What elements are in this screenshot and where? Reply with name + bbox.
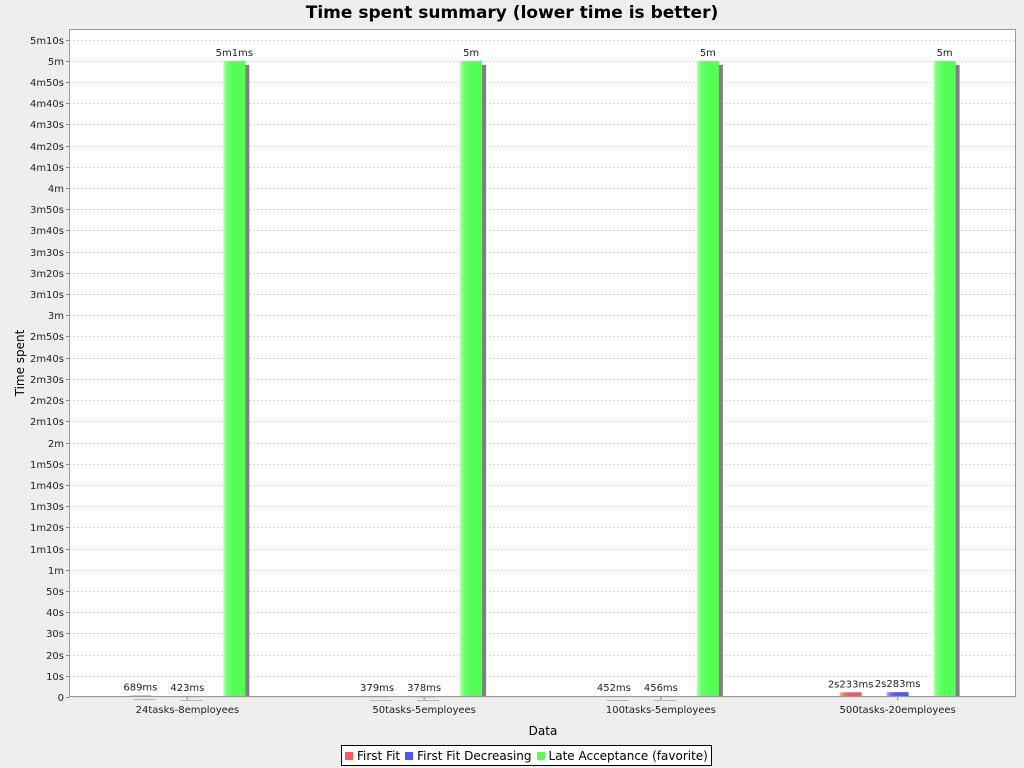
y-tick-label: 3m40s <box>30 226 64 237</box>
bar <box>839 692 862 697</box>
y-tick-label: 4m10s <box>30 163 64 174</box>
y-tick-label: 1m20s <box>30 523 64 534</box>
bar-shadow <box>417 700 440 701</box>
y-tick-label: 3m50s <box>30 205 64 216</box>
y-tick-label: 5m <box>48 57 64 68</box>
y-tick-label: 4m <box>48 184 64 195</box>
y-tick-label: 1m <box>48 566 64 577</box>
y-tick-label: 2m30s <box>30 375 64 386</box>
legend-swatch <box>536 751 545 760</box>
legend-swatch <box>405 751 414 760</box>
y-tick-label: 2m10s <box>30 417 64 428</box>
x-tick-label: 50tasks-5employees <box>372 705 476 716</box>
legend-item: First Fit <box>345 749 400 763</box>
bar <box>886 692 909 697</box>
y-tick-label: 3m30s <box>30 248 64 259</box>
bar-shadow <box>180 700 203 701</box>
chart-title: Time spent summary (lower time is better… <box>305 3 719 23</box>
x-tick-label: 500tasks-20employees <box>840 705 956 716</box>
y-tick-label: 4m50s <box>30 78 64 89</box>
bar-value-label: 5m <box>463 48 479 59</box>
x-tick-label: 100tasks-5employees <box>606 705 716 716</box>
y-tick-label: 20s <box>46 651 64 662</box>
y-axis-label: Time spent <box>13 329 27 397</box>
bar-value-label: 5m1ms <box>216 48 253 59</box>
y-tick-label: 4m20s <box>30 142 64 153</box>
bar <box>696 60 719 698</box>
y-tick-label: 50s <box>46 587 64 598</box>
y-tick-label: 1m50s <box>30 460 64 471</box>
plot-border <box>69 29 1016 697</box>
chart-legend: First Fit First Fit Decreasing Late Accept… <box>341 745 712 766</box>
bar-value-label: 456ms <box>644 683 678 694</box>
y-tick-label: 0 <box>58 693 64 704</box>
y-tick-label: 4m30s <box>30 120 64 131</box>
y-tick-label: 4m40s <box>30 99 64 110</box>
bar-value-label: 5m <box>700 48 716 59</box>
bar <box>933 60 956 698</box>
y-tick-label: 40s <box>46 608 64 619</box>
x-tick-label: 24tasks-8employees <box>136 705 240 716</box>
bar-value-label: 2s233ms <box>828 679 874 690</box>
plot-area <box>69 29 1016 697</box>
legend-item: Late Acceptance (favorite) <box>536 748 708 763</box>
legend-label: First Fit <box>357 748 401 763</box>
bar-shadow <box>370 700 393 701</box>
bar <box>223 60 246 698</box>
y-tick-label: 3m10s <box>30 290 64 301</box>
bar-value-label: 423ms <box>170 683 204 694</box>
y-tick-label: 3m <box>48 311 64 322</box>
bar-shadow <box>606 700 629 701</box>
legend-label: Late Acceptance (favorite) <box>548 748 708 763</box>
y-tick-label: 2m50s <box>30 332 64 343</box>
y-tick-label: 2m40s <box>30 354 64 365</box>
bar-value-label: 379ms <box>360 683 394 694</box>
y-tick-label: 2m20s <box>30 396 64 407</box>
bar-shadow <box>653 700 676 701</box>
bar-value-label: 452ms <box>597 683 631 694</box>
y-tick-label: 1m10s <box>30 545 64 556</box>
y-tick-label: 30s <box>46 629 64 640</box>
bar <box>460 60 483 698</box>
y-tick-label: 10s <box>46 672 64 683</box>
bar-value-label: 2s283ms <box>875 679 921 690</box>
bar-shadow <box>133 699 156 701</box>
x-axis-label: Data <box>529 724 558 738</box>
legend-label: First Fit Decreasing <box>417 748 532 763</box>
y-tick-label: 1m40s <box>30 481 64 492</box>
legend-swatch <box>345 751 353 760</box>
y-tick-label: 3m20s <box>30 269 64 280</box>
bar-value-label: 378ms <box>407 683 441 694</box>
y-tick-label: 1m30s <box>30 502 64 513</box>
legend-item: First Fit Decreasing <box>405 748 532 763</box>
bar-value-label: 689ms <box>123 683 157 694</box>
y-tick-label: 2m <box>48 439 64 450</box>
bar-value-label: 5m <box>937 48 953 59</box>
y-tick-label: 5m10s <box>30 36 64 47</box>
